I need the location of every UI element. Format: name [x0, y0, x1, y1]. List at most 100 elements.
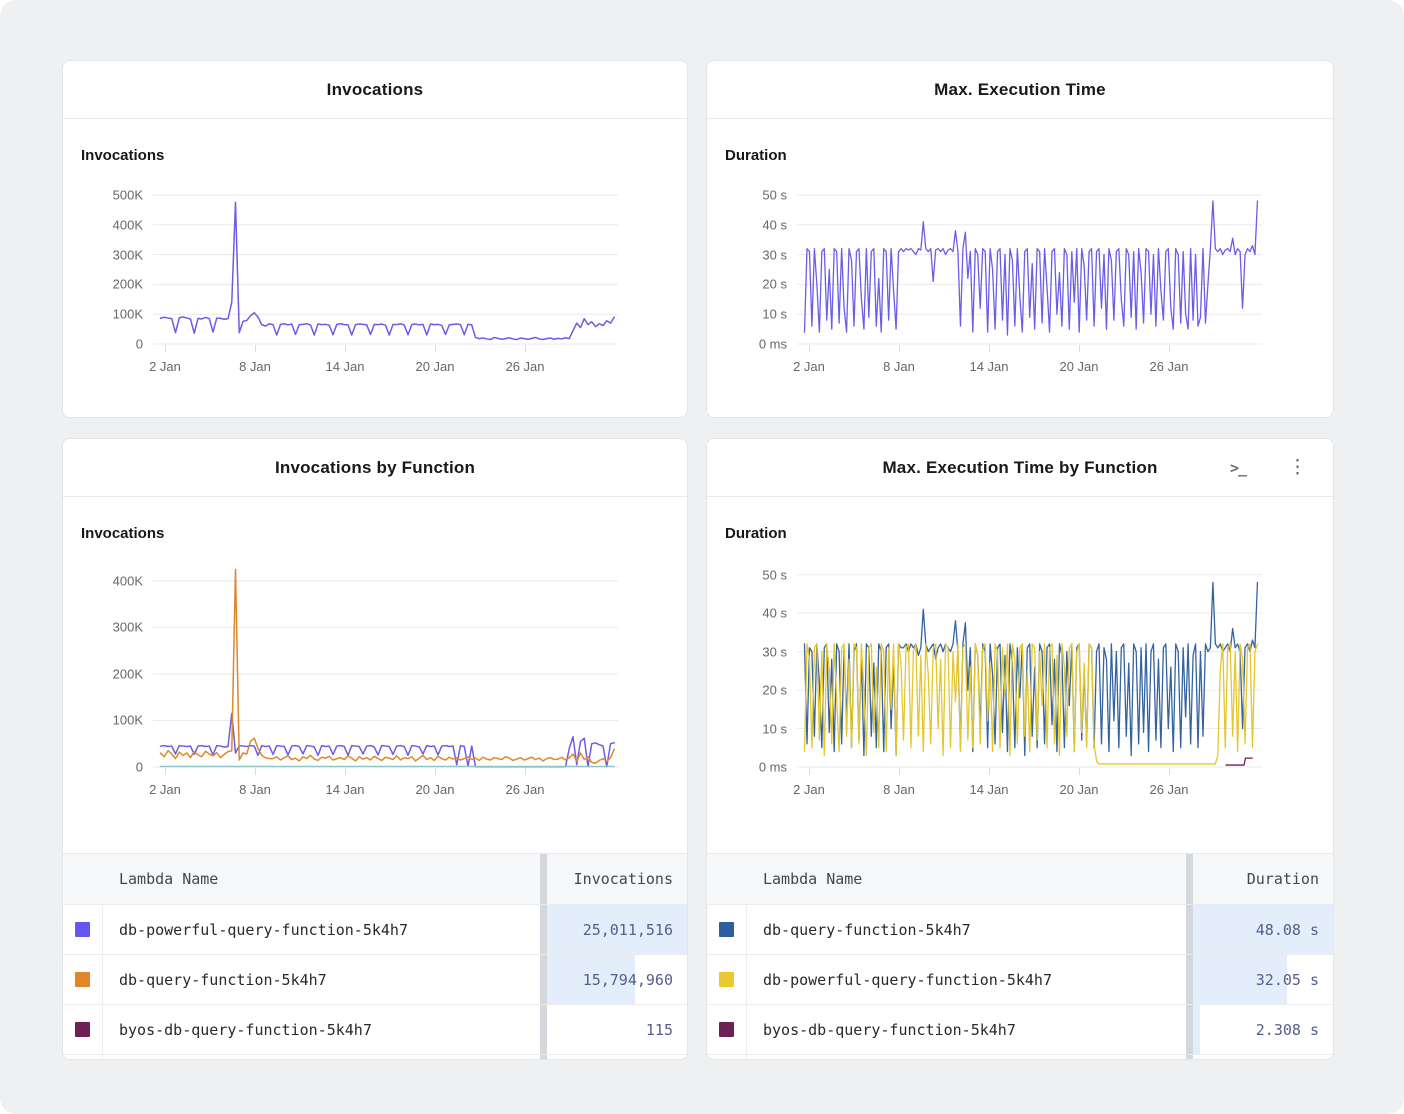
column-scrollbar[interactable]	[540, 905, 547, 954]
invocations-chart: Invocations 0 100K 200K 300K 400K 500K 2 Jan 8…	[63, 119, 687, 384]
column-scrollbar[interactable]	[1186, 905, 1193, 954]
y-axis-tick-label: 30 s	[762, 247, 787, 263]
metric-value-cell: 32.05 s	[1193, 955, 1333, 1004]
series-line	[160, 202, 614, 339]
value-data-bar	[1193, 955, 1287, 1004]
swatch-column-header	[707, 854, 747, 904]
metric-label: Duration	[725, 147, 787, 164]
y-axis-tick-label: 400K	[112, 573, 143, 589]
panel-title: Invocations	[326, 79, 424, 99]
metric-label: Duration	[725, 525, 787, 542]
panel-header-actions: >_ ⋮	[1230, 439, 1307, 496]
column-scrollbar[interactable]	[540, 1055, 547, 1059]
y-axis: 0 ms 10 s 20 s 30 s 40 s 50 s	[725, 187, 797, 351]
metric-value-cell: 15,794,960	[547, 955, 687, 1004]
terminal-icon[interactable]: >_	[1229, 458, 1247, 477]
panel-title: Max. Execution Time	[934, 79, 1106, 99]
kebab-menu-icon[interactable]: ⋮	[1288, 457, 1307, 478]
table-row[interactable]: db-powerful-query-function-5k4h7 25,011,5…	[63, 905, 687, 955]
metric-value: 2.308 s	[1255, 1020, 1319, 1039]
table-row-partial	[63, 1055, 687, 1059]
table-row-partial	[707, 1055, 1333, 1059]
y-axis-tick-label: 20 s	[762, 682, 787, 698]
panel-title: Invocations by Function	[274, 457, 476, 477]
series-line	[804, 644, 1257, 764]
x-axis-tick-label: 8 Jan	[239, 782, 271, 797]
x-axis-tick-label: 2 Jan	[793, 359, 825, 374]
swatch-cell	[707, 1055, 747, 1059]
series-color-swatch	[75, 922, 90, 937]
table-row[interactable]: byos-db-query-function-5k4h7 115	[63, 1005, 687, 1055]
x-axis-tick	[255, 345, 256, 352]
chart-plot-area[interactable]	[153, 189, 618, 344]
metric-value: 115	[645, 1020, 673, 1039]
column-scrollbar[interactable]	[540, 1005, 547, 1054]
value-data-bar	[547, 905, 687, 954]
y-axis-tick-label: 0 ms	[758, 759, 787, 775]
y-axis-tick-label: 200K	[112, 276, 143, 292]
chart-plot-area[interactable]	[797, 189, 1262, 344]
y-axis-tick-label: 30 s	[762, 644, 787, 660]
swatch-cell	[707, 905, 747, 954]
table-row[interactable]: db-powerful-query-function-5k4h7 32.05 s	[707, 955, 1333, 1005]
y-axis-tick-label: 20 s	[762, 276, 787, 292]
x-axis-tick-label: 2 Jan	[149, 359, 181, 374]
x-axis-tick	[989, 345, 990, 352]
y-axis-tick-label: 400K	[112, 217, 143, 233]
x-axis-tick	[1079, 768, 1080, 775]
x-axis-tick-label: 8 Jan	[883, 782, 915, 797]
table-row[interactable]: db-query-function-5k4h7 48.08 s	[707, 905, 1333, 955]
lambda-name: db-query-function-5k4h7	[119, 970, 327, 989]
swatch-cell	[63, 905, 103, 954]
column-scrollbar[interactable]	[1186, 1005, 1193, 1054]
x-axis-tick-label: 14 Jan	[969, 782, 1009, 797]
lambda-name: byos-db-query-function-5k4h7	[763, 1020, 1016, 1039]
y-axis: 0 100K 200K 300K 400K 500K	[81, 187, 153, 351]
y-axis-tick-label: 0	[135, 336, 143, 352]
column-scrollbar[interactable]	[540, 955, 547, 1004]
x-axis-tick	[435, 345, 436, 352]
table-header-row: Lambda Name Duration	[707, 854, 1333, 905]
column-scrollbar[interactable]	[1186, 1055, 1193, 1059]
column-scrollbar[interactable]	[1186, 854, 1193, 904]
x-axis-tick	[525, 345, 526, 352]
chart-plot-area[interactable]	[153, 567, 618, 767]
y-axis-tick-label: 0	[135, 759, 143, 775]
series-color-swatch	[75, 972, 90, 987]
column-scrollbar[interactable]	[540, 854, 547, 904]
series-line	[1226, 758, 1252, 765]
table-row[interactable]: db-query-function-5k4h7 15,794,960	[63, 955, 687, 1005]
x-axis-tick-label: 20 Jan	[1059, 782, 1099, 797]
lambda-name: db-powerful-query-function-5k4h7	[763, 970, 1052, 989]
invocations-panel: Invocations Invocations 0 100K 200K 300K 400…	[62, 60, 688, 418]
value-column-header: Invocations	[573, 870, 673, 888]
chart-plot-area[interactable]	[797, 567, 1262, 767]
y-axis-tick-label: 0 ms	[758, 336, 787, 352]
swatch-cell	[707, 1005, 747, 1054]
x-axis-tick	[345, 345, 346, 352]
x-axis-tick-label: 8 Jan	[239, 359, 271, 374]
x-axis: 2 Jan 8 Jan 14 Jan 20 Jan 26 Jan	[149, 767, 618, 807]
metric-label: Invocations	[81, 525, 165, 542]
column-scrollbar[interactable]	[1186, 955, 1193, 1004]
x-axis-tick	[809, 345, 810, 352]
x-axis-tick	[1169, 345, 1170, 352]
lambda-name: byos-db-query-function-5k4h7	[119, 1020, 372, 1039]
table-row[interactable]: byos-db-query-function-5k4h7 2.308 s	[707, 1005, 1333, 1055]
x-axis-tick-label: 26 Jan	[505, 782, 545, 797]
swatch-cell	[63, 1005, 103, 1054]
x-axis-tick	[165, 345, 166, 352]
x-axis-tick-label: 14 Jan	[969, 359, 1009, 374]
lambda-name-column-header: Lambda Name	[119, 870, 219, 888]
y-axis-tick-label: 300K	[112, 247, 143, 263]
x-axis-tick	[899, 768, 900, 775]
x-axis-tick	[989, 768, 990, 775]
swatch-cell	[63, 1055, 103, 1059]
metric-value-cell	[1193, 1055, 1333, 1059]
y-axis: 0 ms 10 s 20 s 30 s 40 s 50 s	[725, 567, 797, 774]
invocations-by-function-chart: Invocations 0 100K 200K 300K 400K 2 Jan 8 Jan…	[63, 497, 687, 807]
invocations-legend-table: Lambda Name Invocations db-powerful-query-…	[63, 853, 687, 1059]
x-axis-tick-label: 26 Jan	[505, 359, 545, 374]
series-color-swatch	[719, 922, 734, 937]
table-header-row: Lambda Name Invocations	[63, 854, 687, 905]
